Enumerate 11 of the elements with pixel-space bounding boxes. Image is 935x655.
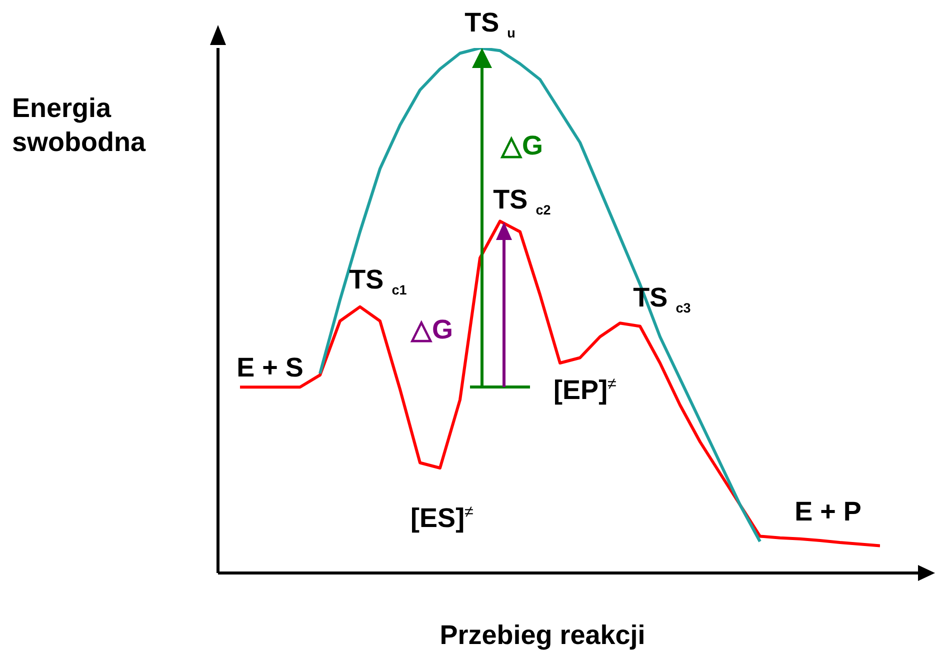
text: TS$_{u}$	[464, 8, 516, 41]
annotation: △G	[410, 314, 454, 344]
annotation: E + P	[794, 496, 862, 526]
annotation: △G	[500, 130, 544, 160]
y-axis-title: Energia swobodna	[12, 92, 147, 159]
annotation: [ES]$^{≠}$	[410, 503, 474, 533]
x-axis-title: Przebieg reakcji	[440, 620, 646, 650]
annotation: TS$_{c2}$	[493, 184, 551, 218]
annotation: E + S	[236, 352, 304, 382]
annotation: [EP]$^{≠}$	[554, 375, 616, 405]
annotation: TS$_{c1}$	[349, 264, 407, 298]
